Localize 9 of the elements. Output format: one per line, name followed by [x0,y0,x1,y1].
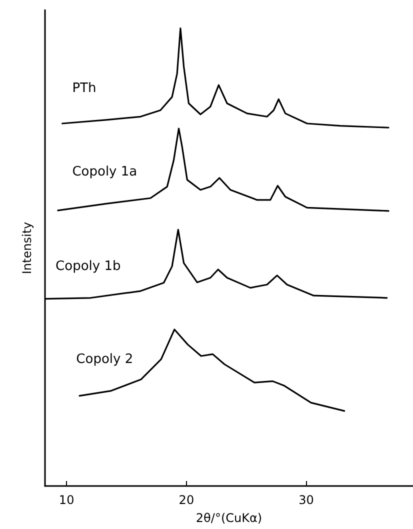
x-axis-title: 2θ/°(CuKα) [196,511,262,525]
x-tick-label: 20 [178,493,194,507]
x-tick-label: 10 [58,493,74,507]
series-label: Copoly 1a [72,164,138,180]
series-label: PTh [72,80,96,96]
series-label: Copoly 2 [76,352,134,367]
y-axis-title: Intensity [20,222,34,274]
series-label: Copoly 1b [56,258,121,274]
x-tick-label: 30 [298,493,314,507]
